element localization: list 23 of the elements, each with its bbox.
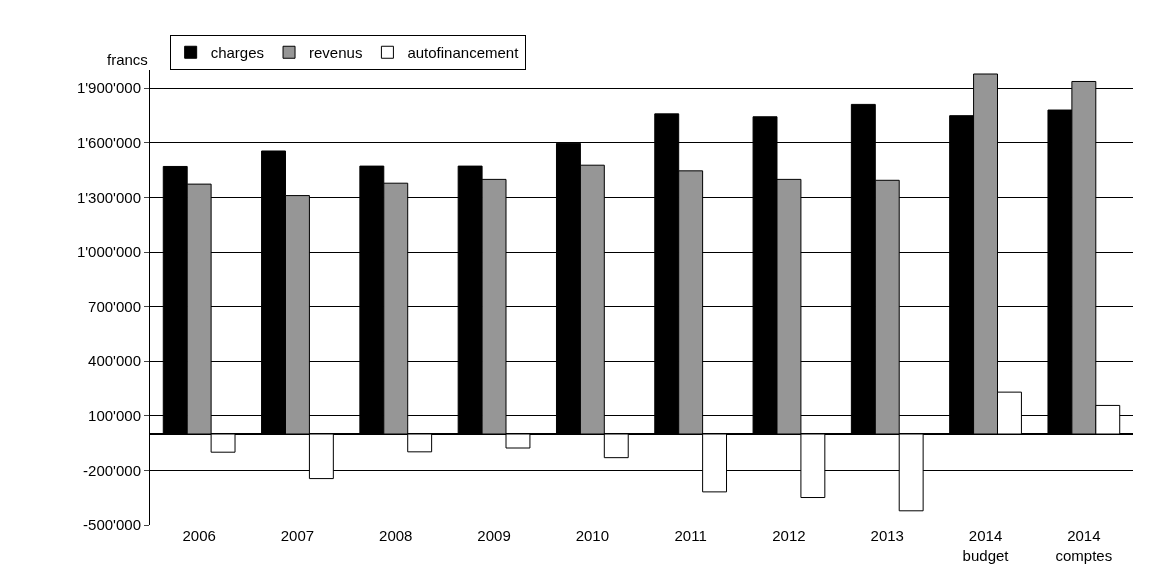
- y-tick-label: -500'000: [83, 516, 141, 534]
- y-axis-title: francs: [107, 51, 148, 68]
- y-tick-label: 100'000: [88, 407, 141, 425]
- x-tick-label: 2006: [182, 527, 216, 544]
- x-tick-label: 2013: [870, 527, 904, 544]
- legend-label: autofinancement: [407, 44, 520, 62]
- y-tick-label: -200'000: [83, 461, 141, 479]
- x-tick-label: 2014 comptes: [1055, 527, 1113, 564]
- x-tick-label: 2011: [674, 527, 707, 544]
- y-tick-label: 1'000'000: [76, 243, 141, 261]
- x-tick-label: 2008: [379, 527, 413, 544]
- legend-label: charges: [210, 44, 265, 62]
- y-tick-label: 700'000: [88, 297, 141, 315]
- y-tick-label: 400'000: [88, 352, 141, 370]
- x-tick-label: 2009: [477, 527, 511, 544]
- x-tick-label: 2010: [575, 527, 610, 544]
- y-tick-label: 1'900'000: [76, 79, 141, 97]
- y-tick-label: 1'300'000: [76, 188, 141, 206]
- legend-label: revenus: [309, 44, 363, 62]
- x-tick-label: 2007: [280, 527, 315, 544]
- y-tick-label: 1'600'000: [76, 134, 141, 152]
- x-tick-label: 2012: [772, 527, 806, 544]
- x-tick-label: 2014 budget: [962, 527, 1010, 564]
